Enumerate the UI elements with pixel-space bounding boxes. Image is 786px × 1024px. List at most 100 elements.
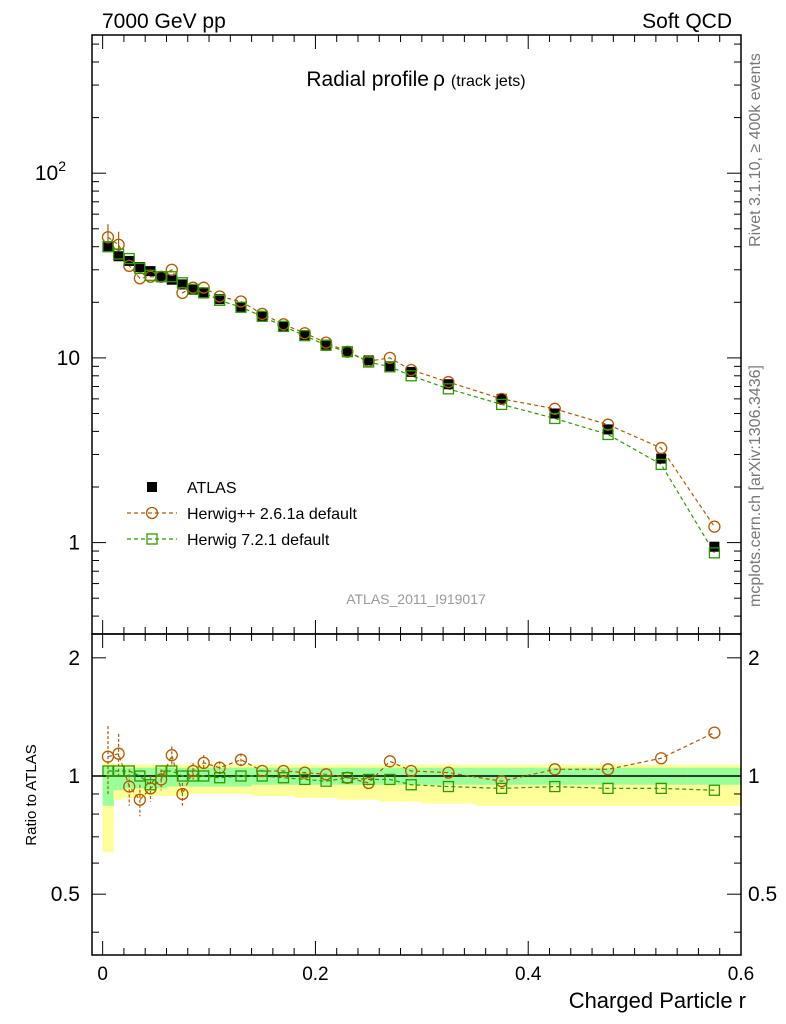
source-label: mcplots.cern.ch [arXiv:1306.3436] bbox=[747, 365, 764, 607]
band-inner-segment bbox=[102, 766, 114, 806]
point-herwig7 bbox=[176, 277, 189, 289]
y-tick-label: 10 bbox=[57, 347, 80, 370]
ratio-point-herwigpp bbox=[655, 752, 668, 765]
point-atlas bbox=[299, 330, 310, 341]
point-atlas bbox=[321, 339, 332, 350]
ratio-point-herwig7 bbox=[549, 780, 561, 793]
point-herwig7 bbox=[123, 252, 135, 265]
point-herwig7 bbox=[405, 370, 417, 382]
point-herwig7 bbox=[235, 301, 247, 313]
point-herwigpp bbox=[165, 263, 178, 276]
analysis-label: ATLAS_2011_I919017 bbox=[346, 591, 486, 607]
ratio-point-herwig7 bbox=[277, 772, 290, 784]
ratio-point-herwigpp bbox=[112, 747, 125, 760]
ratio-point-herwig7 bbox=[256, 770, 268, 782]
band-outer-segment bbox=[102, 762, 114, 853]
energy-label: 7000 GeV pp bbox=[102, 10, 226, 33]
point-atlas bbox=[214, 294, 225, 305]
ratio-point-herwig7 bbox=[602, 782, 614, 795]
chart-title: Radial profile ρ (track jets) bbox=[306, 68, 525, 91]
x-tick-label: 0 bbox=[97, 964, 108, 985]
ratio-point-herwig7 bbox=[655, 782, 667, 795]
ratio-frame bbox=[91, 633, 742, 956]
point-atlas bbox=[113, 251, 124, 262]
y-tick-label: 102 bbox=[35, 158, 66, 185]
point-herwigpp bbox=[655, 441, 668, 455]
point-atlas bbox=[166, 274, 177, 285]
point-herwig7 bbox=[320, 339, 332, 351]
point-herwigpp bbox=[442, 375, 455, 389]
ratio-point-herwig7 bbox=[134, 770, 146, 782]
point-herwig7 bbox=[256, 310, 268, 322]
point-herwig7 bbox=[602, 428, 614, 441]
ratio-point-herwigpp bbox=[165, 749, 178, 762]
ratio-point-herwigpp bbox=[197, 756, 210, 770]
ratio-point-herwig7 bbox=[299, 773, 311, 786]
ratio-uncertainty-bands bbox=[92, 762, 742, 853]
ratio-point-herwigpp bbox=[133, 793, 147, 806]
point-herwig7 bbox=[102, 241, 114, 253]
series-line-herwigpp bbox=[107, 236, 715, 527]
x-tick-label: 0.6 bbox=[728, 964, 754, 985]
band-inner-segment bbox=[209, 767, 231, 787]
point-herwigpp bbox=[234, 295, 248, 308]
axes: 0 0.2 0.4 0.6 1 10 102 0.5 0.5 1 1 2 2 bbox=[35, 34, 777, 985]
main-panel-marks bbox=[101, 224, 721, 559]
point-herwigpp bbox=[383, 351, 397, 365]
ratio-point-herwig7 bbox=[384, 773, 396, 786]
ratio-y-tick-label: 1 bbox=[68, 765, 80, 788]
point-atlas bbox=[342, 346, 353, 357]
series-line-herwig7 bbox=[107, 246, 715, 554]
legend-label: ATLAS bbox=[187, 480, 237, 497]
ratio-y-tick-label: 2 bbox=[68, 647, 80, 670]
point-herwig7 bbox=[708, 547, 721, 559]
point-herwigpp bbox=[601, 418, 615, 431]
ratio-point-herwig7 bbox=[405, 779, 417, 791]
ratio-point-herwigpp bbox=[405, 764, 418, 778]
ratio-point-herwig7 bbox=[235, 770, 247, 782]
ratio-point-herwig7 bbox=[362, 773, 375, 786]
y-tick-label: 1 bbox=[68, 532, 80, 555]
point-atlas bbox=[257, 311, 268, 322]
point-herwig7 bbox=[341, 346, 353, 358]
point-herwig7 bbox=[442, 383, 455, 395]
point-atlas bbox=[177, 279, 188, 290]
x-axis-label: Charged Particle r bbox=[569, 988, 746, 1013]
ratio-point-herwig7 bbox=[144, 779, 157, 791]
point-herwig7 bbox=[166, 271, 178, 283]
point-herwig7 bbox=[655, 458, 667, 471]
point-herwig7 bbox=[134, 262, 146, 275]
process-label: Soft QCD bbox=[642, 10, 732, 33]
point-herwigpp bbox=[405, 363, 418, 377]
ratio-point-herwigpp bbox=[298, 766, 311, 779]
legend-marker bbox=[146, 533, 158, 545]
ratio-y-tick-label-right: 2 bbox=[748, 647, 760, 670]
band-inner-segment bbox=[113, 767, 125, 791]
legend-marker bbox=[145, 506, 159, 520]
point-atlas bbox=[156, 271, 167, 282]
point-herwig7 bbox=[198, 287, 210, 299]
point-atlas bbox=[134, 262, 145, 273]
ratio-point-herwigpp bbox=[234, 753, 248, 766]
point-herwigpp bbox=[101, 231, 115, 244]
ratio-panel-marks bbox=[101, 726, 721, 817]
legend-label: Herwig++ 2.6.1a default bbox=[187, 506, 357, 523]
ratio-point-herwig7 bbox=[341, 772, 353, 784]
ratio-point-herwig7 bbox=[198, 770, 210, 782]
point-atlas bbox=[384, 361, 395, 372]
point-herwig7 bbox=[362, 356, 375, 368]
point-herwig7 bbox=[549, 412, 561, 425]
ratio-point-herwigpp bbox=[442, 766, 455, 779]
rivet-label: Rivet 3.1.10, ≥ 400k events bbox=[747, 53, 764, 247]
point-herwig7 bbox=[384, 361, 396, 373]
ratio-y-tick-label: 0.5 bbox=[51, 883, 80, 906]
ratio-y-tick-label-right: 1 bbox=[748, 765, 760, 788]
ratio-point-herwig7 bbox=[442, 780, 455, 793]
legend-label: Herwig 7.2.1 default bbox=[187, 532, 330, 549]
ratio-point-herwigpp bbox=[277, 764, 290, 778]
ratio-point-herwigpp bbox=[601, 763, 615, 776]
point-atlas bbox=[709, 541, 720, 552]
ratio-point-herwigpp bbox=[495, 775, 508, 788]
ratio-line-herwigpp bbox=[107, 732, 715, 801]
ratio-point-herwig7 bbox=[320, 775, 332, 787]
